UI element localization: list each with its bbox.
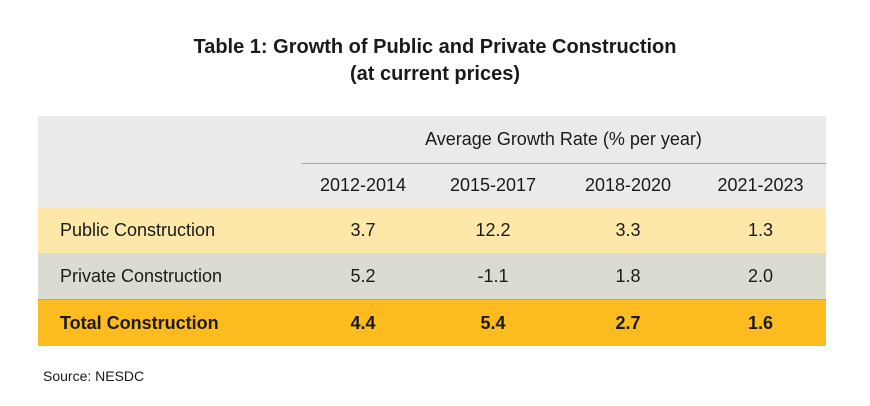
table-cell: -1.1 xyxy=(477,266,509,286)
group-header: Average Growth Rate (% per year) xyxy=(425,129,702,149)
column-header: 2021-2023 xyxy=(717,175,804,195)
row-label: Private Construction xyxy=(60,266,223,286)
table-row-private-construction: Private Construction 5.2 -1.1 1.8 2.0 xyxy=(38,253,826,299)
table-cell: 3.3 xyxy=(615,220,641,240)
row-divider xyxy=(38,299,826,300)
table-cell: 2.7 xyxy=(615,313,641,333)
column-header: 2018-2020 xyxy=(584,175,672,195)
table-header: Average Growth Rate (% per year) 2012-20… xyxy=(38,116,826,207)
table-cell: 5.2 xyxy=(350,266,376,286)
table-cell: 2.0 xyxy=(747,266,774,286)
table-title: Table 1: Growth of Public and Private Co… xyxy=(0,34,870,88)
row-label: Public Construction xyxy=(60,220,216,240)
table-cell: 12.2 xyxy=(475,220,511,240)
table-row-public-construction: Public Construction 3.7 12.2 3.3 1.3 xyxy=(38,207,826,253)
table-cell: 1.3 xyxy=(747,220,774,240)
table-cell: 4.4 xyxy=(350,313,376,333)
table-cell: 1.8 xyxy=(615,266,641,286)
table-title-line-1: Table 1: Growth of Public and Private Co… xyxy=(193,36,677,58)
source-note: Source: NESDC xyxy=(43,368,145,384)
table-cell: 5.4 xyxy=(480,313,506,333)
table-cell: 3.7 xyxy=(350,220,376,240)
header-divider xyxy=(301,163,826,164)
table-row-total-construction: Total Construction 4.4 5.4 2.7 1.6 xyxy=(38,300,826,346)
table-cell: 1.6 xyxy=(747,313,774,333)
row-label: Total Construction xyxy=(60,313,219,333)
column-header: 2012-2014 xyxy=(319,175,407,195)
growth-table: Average Growth Rate (% per year) 2012-20… xyxy=(38,116,826,346)
column-header: 2015-2017 xyxy=(449,175,537,195)
table-title-line-2: (at current prices) xyxy=(349,63,521,85)
